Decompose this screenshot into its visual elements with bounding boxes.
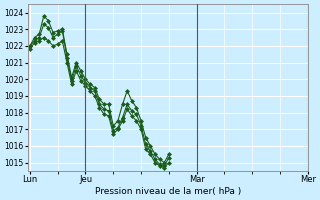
X-axis label: Pression niveau de la mer( hPa ): Pression niveau de la mer( hPa ) (95, 187, 241, 196)
